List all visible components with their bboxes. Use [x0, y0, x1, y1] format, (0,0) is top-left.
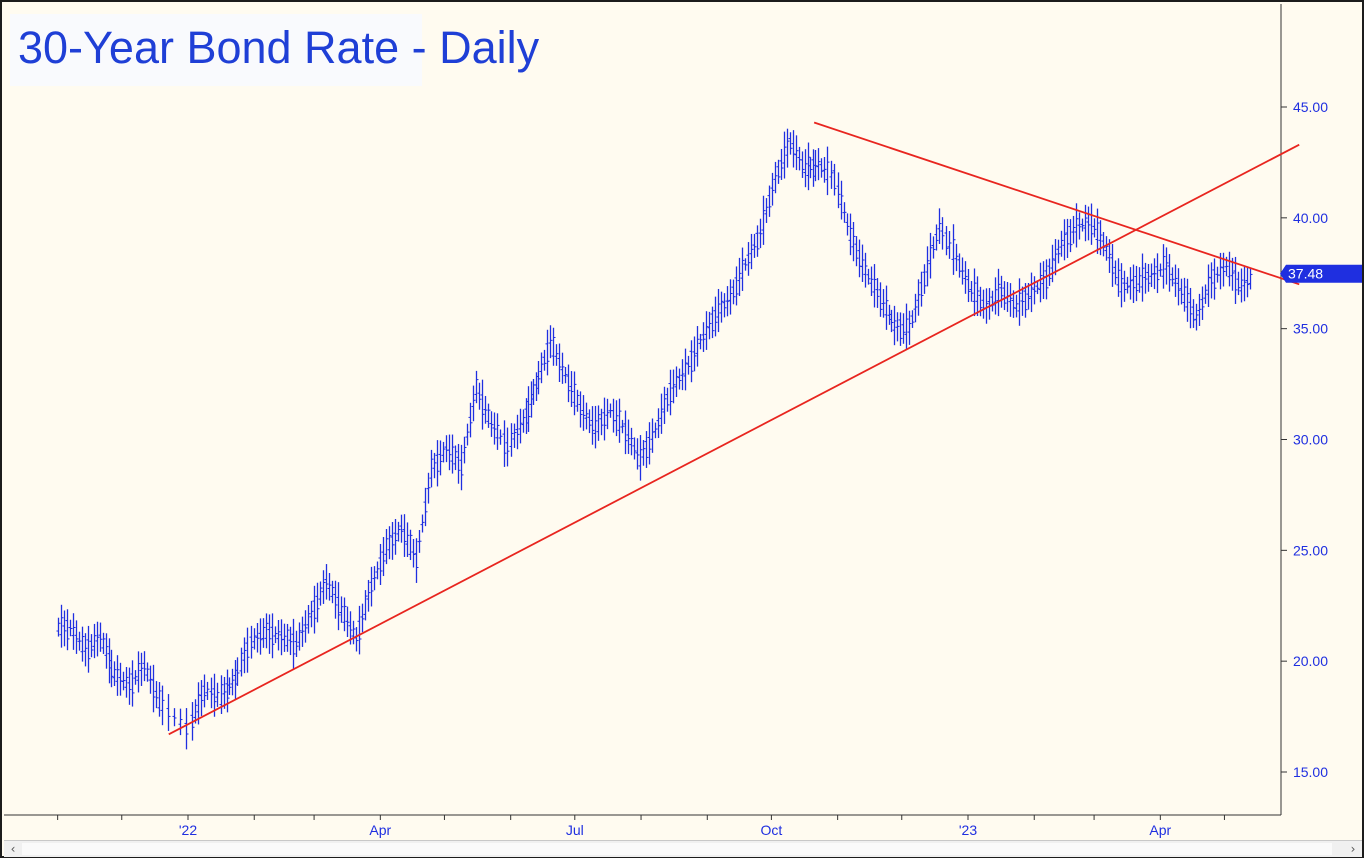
horizontal-scrollbar[interactable]: ‹ › [4, 840, 1362, 857]
chevron-right-icon[interactable]: › [1350, 842, 1356, 856]
x-tick-label: Apr [1149, 822, 1171, 838]
x-tick-label: Apr [369, 822, 391, 838]
y-tick-label: 40.00 [1293, 210, 1328, 226]
y-tick-label: 25.00 [1293, 542, 1328, 558]
chart-title: 30-Year Bond Rate - Daily [18, 22, 540, 73]
title-background [10, 14, 422, 86]
y-tick-label: 20.00 [1293, 653, 1328, 669]
price-chart: 15.00 20.00 25.00 30.00 35.00 40.00 45.00 '22 Ap… [4, 4, 1362, 838]
scroll-thumb[interactable] [22, 843, 1332, 855]
y-tick-label: 45.00 [1293, 99, 1328, 115]
rising-trendline [168, 143, 1300, 736]
falling-trendline [813, 121, 1300, 286]
y-tick-label: 30.00 [1293, 432, 1328, 448]
last-value-badge [1280, 264, 1362, 283]
y-tick-label: 35.00 [1293, 321, 1328, 337]
y-tick-label: 15.00 [1293, 764, 1328, 780]
x-tick-label: Jul [566, 822, 584, 838]
last-value-label: 37.48 [1288, 266, 1323, 282]
x-tick-label: '23 [959, 822, 977, 838]
x-tick-label: Oct [761, 822, 783, 838]
x-tick-label: '22 [179, 822, 197, 838]
chevron-left-icon[interactable]: ‹ [10, 842, 16, 856]
